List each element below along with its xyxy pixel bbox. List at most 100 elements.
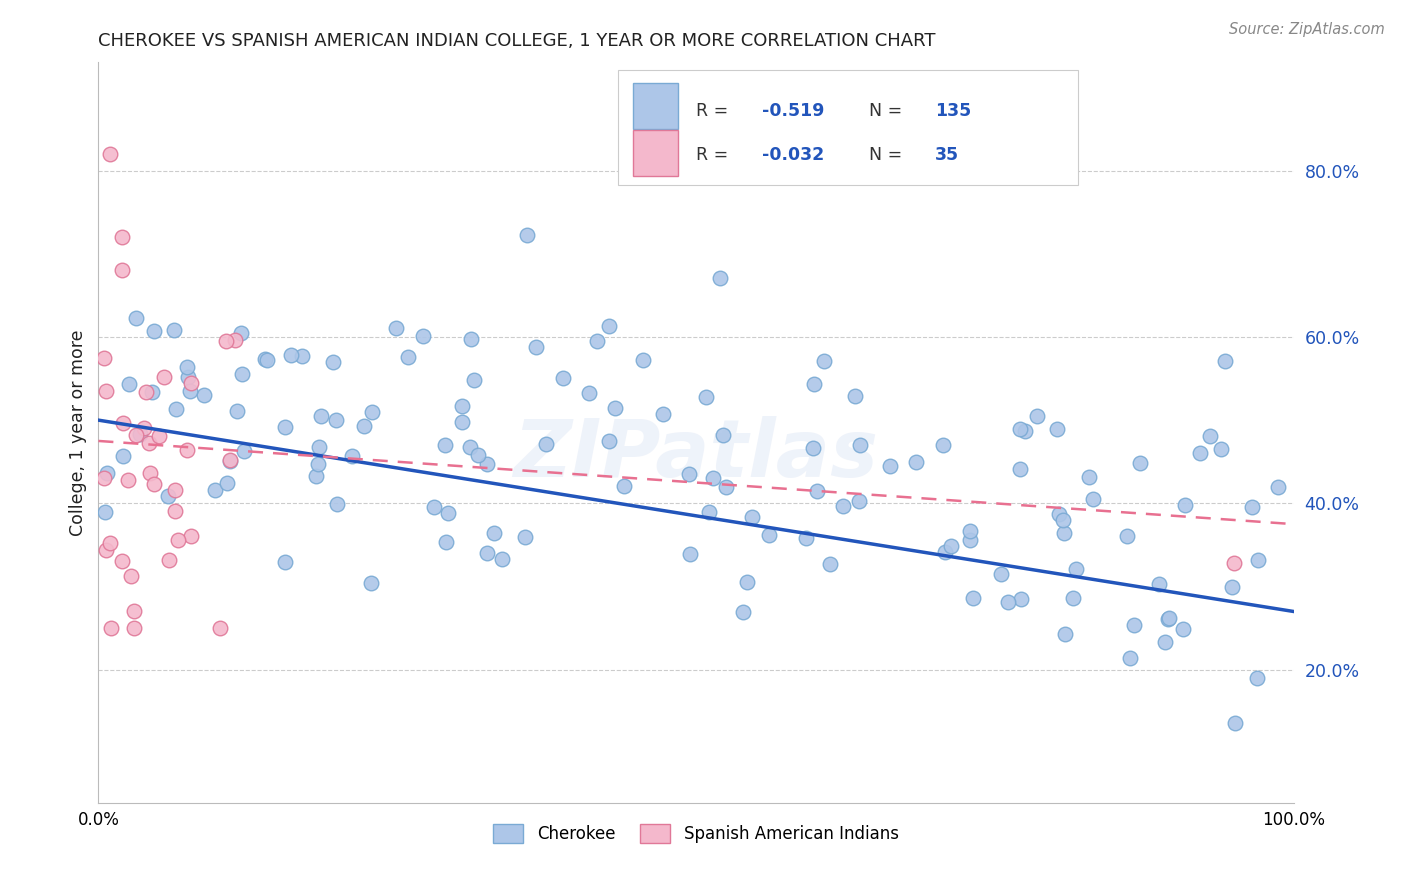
Point bbox=[932, 438, 955, 452]
Point bbox=[111, 230, 134, 244]
Point bbox=[1053, 526, 1076, 541]
Point bbox=[586, 334, 609, 348]
Point bbox=[231, 326, 253, 341]
Point bbox=[156, 490, 179, 504]
Point bbox=[697, 504, 720, 518]
Point bbox=[94, 505, 117, 519]
Point bbox=[233, 444, 256, 458]
Point bbox=[163, 323, 186, 337]
Text: N =: N = bbox=[869, 102, 908, 120]
Point bbox=[274, 555, 297, 569]
Point bbox=[467, 448, 489, 462]
Point bbox=[96, 467, 118, 481]
Point bbox=[731, 605, 754, 619]
Point bbox=[224, 334, 246, 348]
Point bbox=[806, 483, 828, 498]
Point bbox=[1064, 562, 1087, 576]
Point bbox=[326, 497, 349, 511]
Point bbox=[849, 438, 872, 452]
Point bbox=[1116, 529, 1139, 543]
Point bbox=[180, 376, 202, 390]
Point bbox=[165, 504, 187, 518]
Point bbox=[598, 434, 620, 448]
Point bbox=[1189, 446, 1212, 460]
Point bbox=[100, 621, 122, 635]
Point bbox=[179, 384, 201, 398]
Point bbox=[128, 426, 150, 441]
FancyBboxPatch shape bbox=[633, 130, 678, 176]
Text: R =: R = bbox=[696, 146, 734, 164]
Point bbox=[122, 621, 145, 635]
Point bbox=[139, 466, 162, 480]
Point bbox=[905, 455, 928, 469]
Point bbox=[695, 390, 717, 404]
Point bbox=[1157, 612, 1180, 626]
Point bbox=[1008, 462, 1031, 476]
Point bbox=[959, 524, 981, 538]
Point bbox=[208, 621, 231, 635]
Point bbox=[423, 500, 446, 515]
Point bbox=[291, 349, 314, 363]
Point bbox=[962, 591, 984, 606]
Point bbox=[451, 399, 474, 413]
Point bbox=[219, 454, 242, 468]
Point bbox=[1062, 591, 1084, 605]
Point bbox=[180, 529, 202, 543]
Point bbox=[125, 310, 148, 325]
Point bbox=[678, 467, 700, 481]
Text: -0.519: -0.519 bbox=[762, 102, 824, 120]
Point bbox=[848, 494, 870, 508]
Point bbox=[274, 419, 297, 434]
Point bbox=[1222, 580, 1244, 594]
Point bbox=[1246, 553, 1268, 567]
Point bbox=[709, 271, 731, 285]
Point bbox=[93, 471, 115, 485]
Point bbox=[598, 319, 620, 334]
Point bbox=[534, 437, 557, 451]
Point bbox=[735, 574, 758, 589]
Point bbox=[111, 554, 134, 568]
Point bbox=[524, 340, 547, 354]
Legend: Cherokee, Spanish American Indians: Cherokee, Spanish American Indians bbox=[486, 817, 905, 850]
Point bbox=[1171, 622, 1194, 636]
Point bbox=[138, 435, 160, 450]
Point bbox=[96, 543, 118, 558]
Point bbox=[1213, 353, 1236, 368]
Point bbox=[1223, 715, 1246, 730]
Text: R =: R = bbox=[696, 102, 734, 120]
Point bbox=[111, 450, 134, 464]
Point bbox=[1014, 424, 1036, 438]
Point bbox=[396, 350, 419, 364]
Text: 135: 135 bbox=[935, 102, 972, 120]
Point bbox=[215, 334, 238, 348]
Point bbox=[385, 320, 408, 334]
Point bbox=[1129, 457, 1152, 471]
Point bbox=[412, 329, 434, 343]
Point bbox=[1122, 617, 1144, 632]
Point bbox=[340, 449, 363, 463]
Point bbox=[758, 527, 780, 541]
Point bbox=[225, 403, 247, 417]
Point bbox=[1241, 500, 1264, 514]
Point bbox=[934, 545, 956, 559]
Point bbox=[1010, 422, 1032, 436]
Text: 35: 35 bbox=[935, 146, 959, 164]
Point bbox=[204, 483, 226, 497]
Point bbox=[1159, 611, 1181, 625]
Point bbox=[176, 442, 198, 457]
Point bbox=[578, 386, 600, 401]
Point bbox=[803, 376, 825, 391]
Point bbox=[513, 529, 536, 543]
Point bbox=[516, 228, 538, 243]
Point bbox=[1174, 498, 1197, 512]
Point bbox=[1077, 470, 1099, 484]
Point bbox=[307, 457, 329, 471]
Point bbox=[714, 480, 737, 494]
Point bbox=[193, 388, 215, 402]
Point bbox=[132, 420, 155, 434]
Point bbox=[1211, 442, 1233, 457]
Point bbox=[603, 401, 626, 416]
Point bbox=[997, 594, 1019, 608]
Point bbox=[801, 441, 824, 455]
Point bbox=[879, 459, 901, 474]
